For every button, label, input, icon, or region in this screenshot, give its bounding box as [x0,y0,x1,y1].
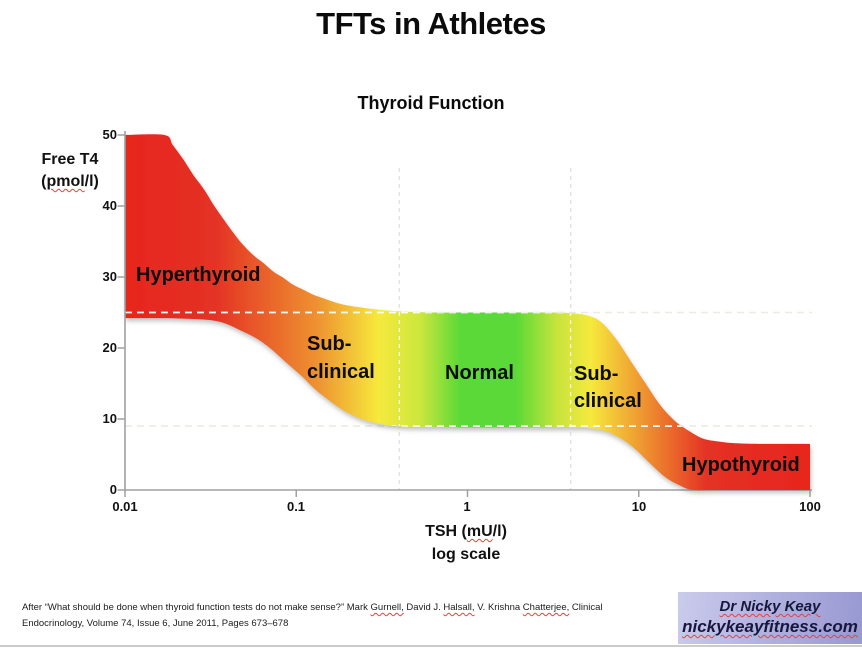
zone-label-normal: Normal [445,362,514,384]
author-name: Dr Nicky Keay [719,598,821,615]
citation-line1: After “What should be done when thyroid … [22,602,603,613]
y-tick-label: 50 [102,127,117,142]
y-axis-title: Free T4 (pmol/l) [28,149,112,193]
zone-label-hypothyroid: Hypothyroid [682,454,800,476]
x-tick-label: 0.01 [112,499,138,514]
x-axis-scale-note: log scale [431,546,501,563]
x-axis-title: TSH (mU/l) [425,523,507,540]
y-tick-label: 30 [102,269,117,284]
y-tick-label: 20 [102,340,117,355]
zone-label-hyperthyroid: Hyperthyroid [136,264,261,286]
thyroid-band-area [125,134,810,491]
y-axis-title-line1: Free T4 [41,151,99,168]
citation-line2: Endocrinology, Volume 74, Issue 6, June … [22,618,289,629]
bottom-divider [0,645,862,647]
zone-label-subclinical-left: Sub-clinical [307,333,375,383]
zone-label-subclinical-right: Sub-clinical [574,363,642,412]
y-tick-label: 10 [102,411,117,426]
author-badge: Dr Nicky Keay nickykeayfitness.com [678,592,862,644]
x-tick-label: 0.1 [286,499,306,514]
main-title: TFTs in Athletes [316,6,546,41]
citation: After “What should be done when thyroid … [22,600,662,632]
x-tick-label: 1 [463,499,471,514]
y-tick-label: 40 [102,198,117,213]
x-tick-label: 100 [799,499,821,514]
x-tick-label: 10 [631,499,647,514]
author-website: nickykeayfitness.com [682,617,858,636]
y-tick-label: 0 [109,482,117,497]
y-axis-title-line2: (pmol/l) [41,173,99,190]
chart-title: Thyroid Function [357,93,505,113]
